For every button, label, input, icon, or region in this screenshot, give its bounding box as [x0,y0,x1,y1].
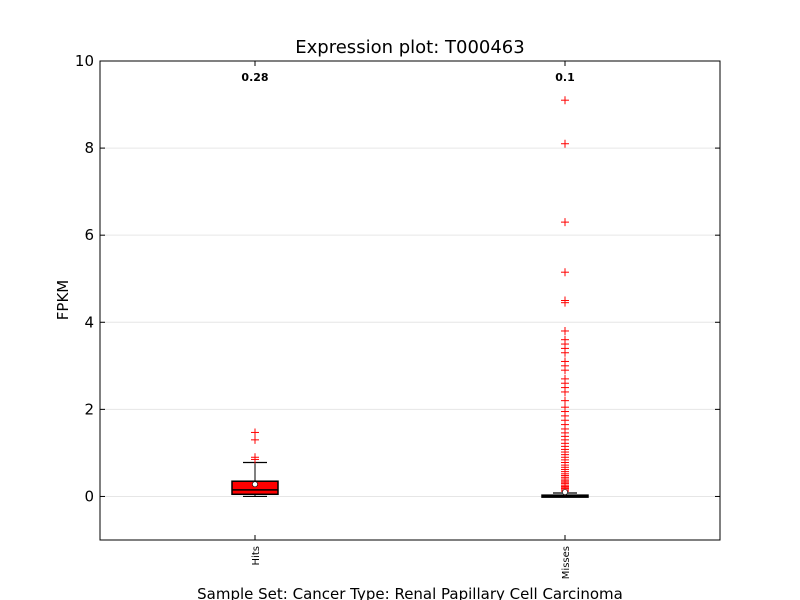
outlier-point [561,296,569,305]
outlier-point [561,326,569,335]
plot-frame [99,60,721,541]
y-tick-label: 8 [84,139,94,157]
outlier-point [561,268,569,277]
axes-layer: 0 2 4 6 8 10 Hits Misses [75,52,720,579]
boxes-layer: 0.28 0.1 [231,71,589,498]
grid-lines [100,60,720,497]
outlier-point [251,435,259,444]
x-tick-label: Hits [251,546,262,565]
x-tick-label: Misses [561,546,572,579]
outlier-point [251,428,259,437]
box-iqr [231,480,279,496]
y-tick-label: 6 [84,226,94,244]
y-tick-label: 0 [84,487,94,505]
y-tick-label: 4 [84,313,94,331]
outlier-point [251,453,259,462]
chart-title: Expression plot: T000463 [295,37,524,58]
outlier-point [561,96,569,105]
x-axis-label: Sample Set: Cancer Type: Renal Papillary… [197,585,623,600]
y-tick-label: 10 [75,52,94,70]
y-tick-label: 2 [84,400,94,418]
outlier-point [561,218,569,227]
outlier-point [561,139,569,148]
outlier-point [561,335,569,344]
box-annotation-label: 0.1 [555,71,575,84]
outlier-point [561,396,569,405]
mean-marker [252,481,258,488]
mean-marker [562,489,568,495]
box-annotation-label: 0.28 [241,71,268,84]
y-axis-label: FPKM [54,280,72,320]
outlier-point [561,357,569,366]
outlier-point [561,374,569,383]
